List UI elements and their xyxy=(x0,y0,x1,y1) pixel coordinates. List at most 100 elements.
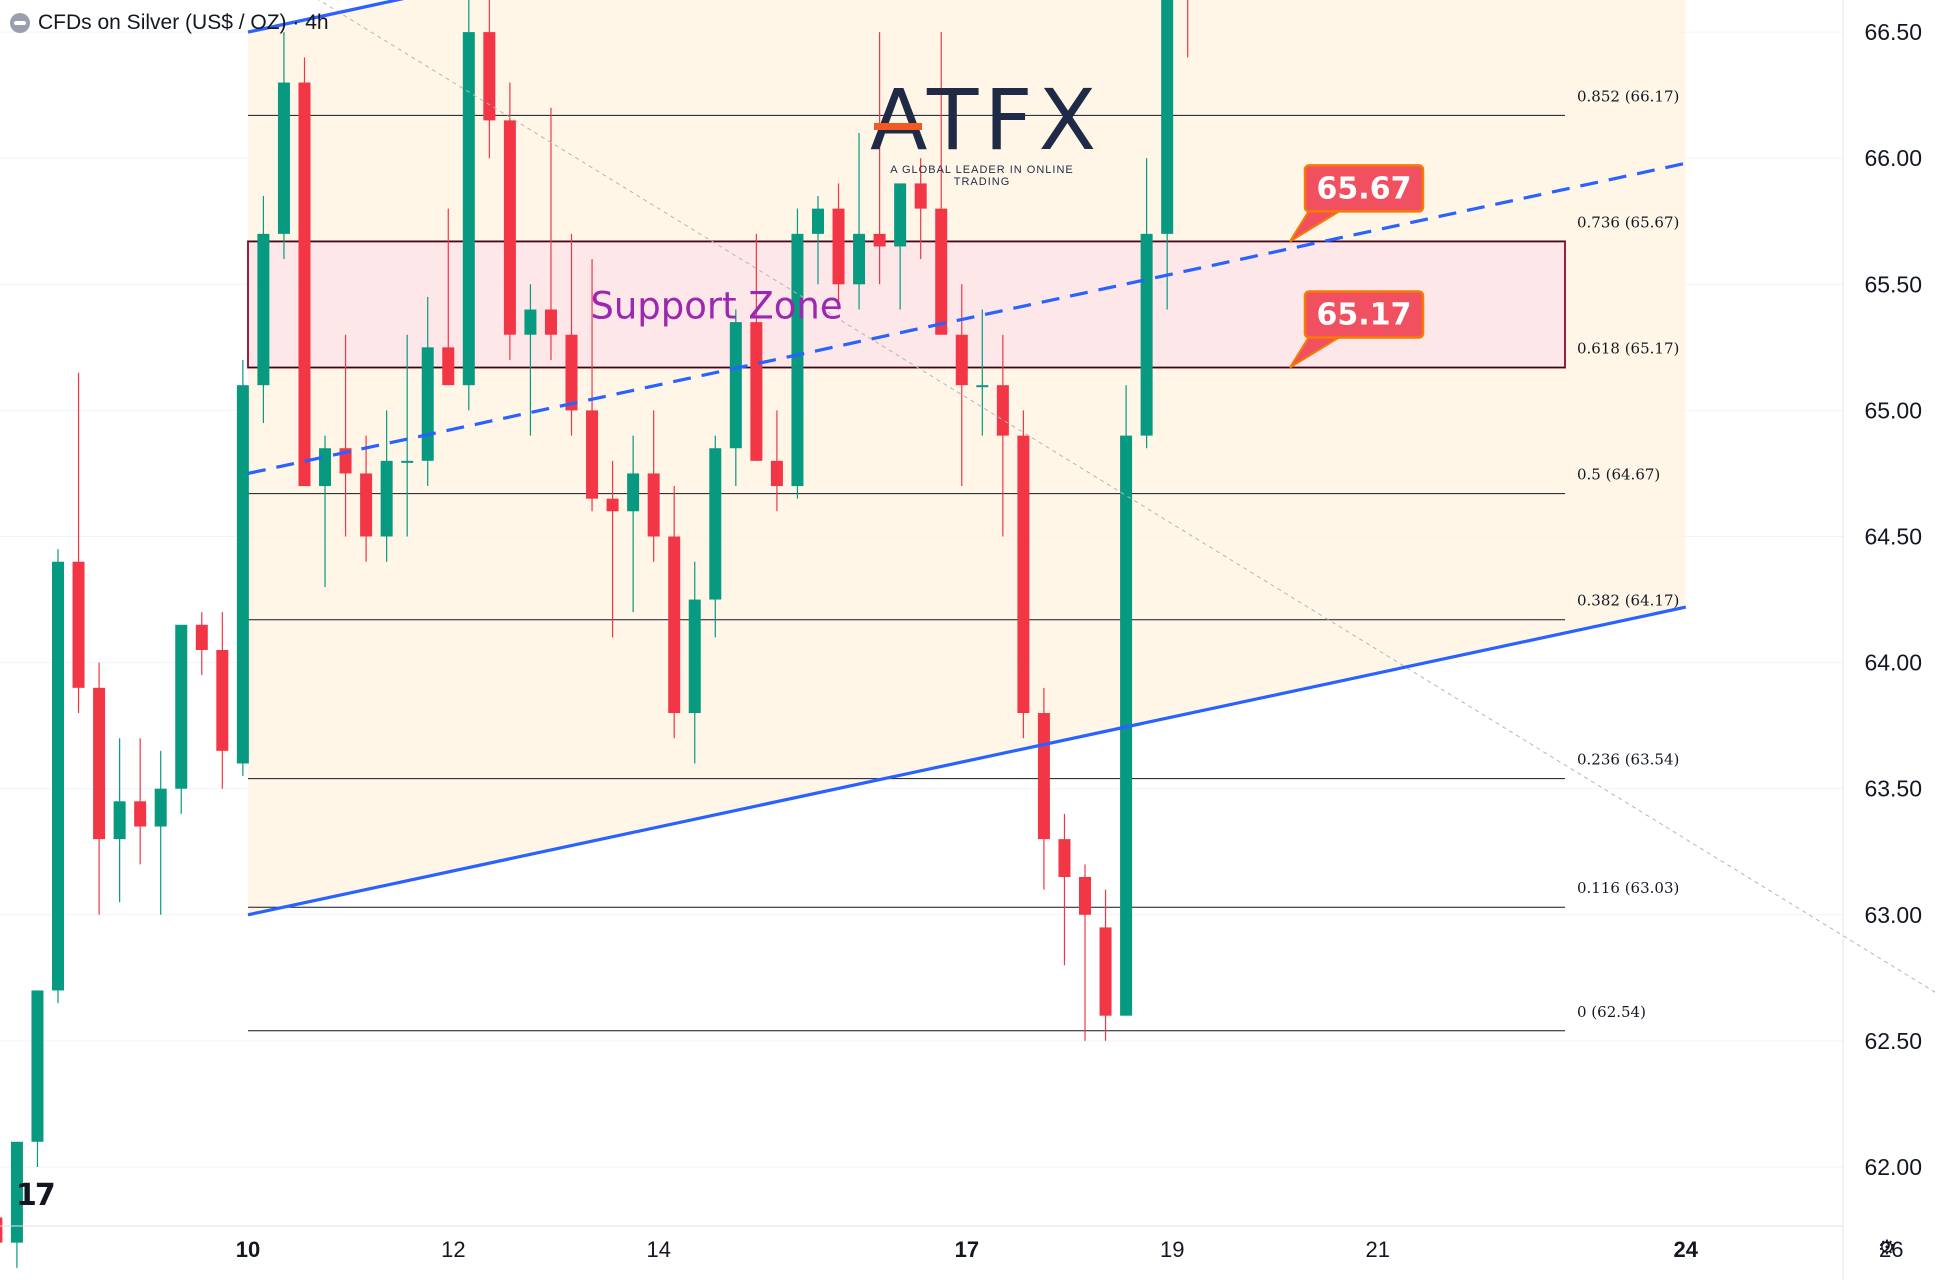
candle-up xyxy=(627,473,640,512)
symbol-title[interactable]: CFDs on Silver (US$ / OZ) · 4h xyxy=(38,11,329,34)
candle-down xyxy=(955,334,968,386)
candle-up xyxy=(894,183,907,247)
price-badge-text: 65.17 xyxy=(1317,298,1412,333)
tradingview-logo[interactable]: 17 xyxy=(16,1178,56,1213)
candle-up xyxy=(524,309,537,335)
candle-down xyxy=(668,536,681,714)
price-badge xyxy=(1303,164,1425,213)
time-tick-label: 10 xyxy=(236,1237,260,1262)
candle-down xyxy=(586,410,599,499)
dotted-trend-line xyxy=(317,0,1935,993)
candle-up xyxy=(277,82,290,234)
candle-down xyxy=(914,183,927,209)
candle-up xyxy=(421,347,434,461)
candle-down xyxy=(606,498,619,512)
candle-down xyxy=(544,309,557,335)
candle-down xyxy=(503,120,516,335)
time-tick-label: 14 xyxy=(647,1237,671,1262)
price-tick-label: 65.00 xyxy=(1864,397,1922,423)
candle-down xyxy=(996,385,1009,436)
price-tick-label: 64.00 xyxy=(1864,650,1922,676)
gear-icon[interactable]: ⚙ xyxy=(1878,1237,1896,1259)
candle-up xyxy=(319,448,332,487)
candle-down xyxy=(770,460,783,487)
symbol-icon xyxy=(10,13,30,33)
candle-up xyxy=(31,990,44,1142)
candle-up xyxy=(175,624,188,789)
trend-lines[interactable] xyxy=(0,0,1935,1028)
candle-up xyxy=(688,599,701,714)
candle-up xyxy=(791,233,804,487)
candle-down xyxy=(72,561,85,688)
price-tick-label: 62.00 xyxy=(1864,1154,1922,1180)
candle-down xyxy=(483,32,496,121)
time-tick-label: 24 xyxy=(1674,1237,1699,1262)
fib-label: 0.382 (64.17) xyxy=(1577,592,1679,610)
price-tick-label: 66.00 xyxy=(1864,145,1922,171)
logo-accent-bar xyxy=(874,123,922,130)
time-tick-label: 26 xyxy=(1879,1237,1903,1262)
candle-up xyxy=(113,801,126,840)
candle-up xyxy=(853,233,866,285)
candle-down xyxy=(1079,876,1092,915)
candle-up xyxy=(976,385,989,388)
fib-label: 0.618 (65.17) xyxy=(1577,340,1679,358)
candle-up xyxy=(729,322,742,449)
candle-up xyxy=(236,385,249,764)
chart-header: CFDs on Silver (US$ / OZ) · 4h xyxy=(10,8,329,38)
zone-labels: Resistance ZoneSupport Zone xyxy=(590,284,842,327)
candle-up xyxy=(10,1141,23,1243)
candle-down xyxy=(0,1217,3,1243)
candle-up xyxy=(709,448,722,600)
candle-up xyxy=(401,460,414,463)
price-badge xyxy=(1303,290,1425,339)
fib-label: 0.5 (64.67) xyxy=(1577,466,1660,484)
candle-up xyxy=(257,233,270,386)
candle-down xyxy=(647,473,660,537)
candle-up xyxy=(52,561,65,991)
candle-down xyxy=(565,334,578,411)
channel-fill xyxy=(248,0,1686,915)
fib-levels: 1.618 (69.43)1.5 (68.93)1.386 (68.44)1.2… xyxy=(248,87,1679,1032)
channel-lower-line xyxy=(247,605,1687,917)
channel-middle-dashed-line xyxy=(247,161,1687,476)
time-tick-label: 19 xyxy=(1160,1237,1184,1262)
fib-label: 0.236 (63.54) xyxy=(1577,751,1679,769)
candle-up xyxy=(462,32,475,386)
price-tick-label: 65.50 xyxy=(1864,271,1922,297)
candle-down xyxy=(1017,435,1030,714)
price-tick-label: 63.00 xyxy=(1864,902,1922,928)
channel-area xyxy=(248,0,1686,915)
fib-label: 0.852 (66.17) xyxy=(1577,87,1679,105)
candle-up xyxy=(1140,233,1153,436)
candle-down xyxy=(216,649,229,751)
time-tick-label: 21 xyxy=(1365,1237,1389,1262)
time-tick-label: 12 xyxy=(441,1237,465,1262)
candle-down xyxy=(873,233,886,247)
price-tick-label: 66.50 xyxy=(1864,19,1922,45)
candle-down xyxy=(360,473,373,537)
candle-down xyxy=(93,687,106,840)
fib-label: 0 (62.54) xyxy=(1577,1003,1646,1021)
candle-up xyxy=(811,208,824,234)
atfx-logo: ATFX A GLOBAL LEADER IN ONLINE TRADING xyxy=(870,78,1096,188)
price-tick-label: 62.50 xyxy=(1864,1028,1922,1054)
candle-up xyxy=(154,788,167,827)
candle-up xyxy=(1161,0,1174,234)
candle-down xyxy=(935,208,948,335)
candle-down xyxy=(1037,713,1050,840)
candle-down xyxy=(750,322,763,461)
candle-up xyxy=(380,460,393,537)
support-zone-label: Support Zone xyxy=(590,284,842,327)
candle-down xyxy=(1058,839,1071,877)
price-badge-text: 65.67 xyxy=(1317,171,1412,206)
candle-down xyxy=(832,208,845,285)
candle-down xyxy=(134,801,147,827)
candles xyxy=(0,0,1189,1268)
fib-label: 0.116 (63.03) xyxy=(1577,879,1679,897)
candle-down xyxy=(442,347,455,386)
candle-down xyxy=(195,624,208,650)
